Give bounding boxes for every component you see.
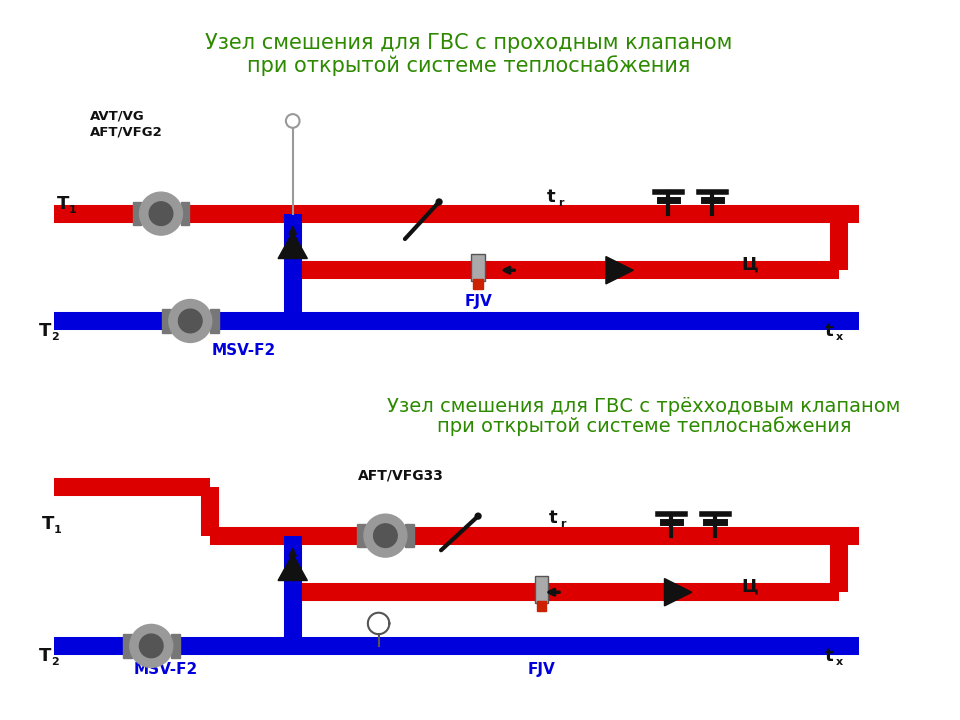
Circle shape [169,300,212,343]
Polygon shape [278,554,307,580]
Polygon shape [664,579,692,606]
Text: Ц: Ц [741,577,758,595]
Text: x: x [836,332,843,341]
Bar [537,601,546,611]
Circle shape [130,624,173,667]
Circle shape [149,202,173,225]
Polygon shape [606,256,634,284]
Bar [473,279,483,289]
Text: Ц: Ц [741,256,758,274]
Text: 1: 1 [54,525,61,535]
Text: MSV-F2: MSV-F2 [133,662,198,677]
Text: t: t [546,188,555,206]
Text: t: t [548,509,557,527]
Text: AFT/VFG2: AFT/VFG2 [90,125,162,138]
Text: AFT/VFG33: AFT/VFG33 [358,468,444,482]
Text: 1: 1 [68,204,76,215]
Bar [123,634,132,657]
Text: r: r [560,519,565,529]
Text: x: x [836,657,843,667]
Bar [132,202,141,225]
Circle shape [139,634,163,657]
Bar [210,309,219,333]
Bar [180,202,189,225]
Text: T: T [39,647,52,665]
Text: FJV: FJV [528,662,556,677]
Circle shape [179,309,202,333]
Text: AVT/VG: AVT/VG [90,109,145,122]
Circle shape [286,114,300,127]
Bar [171,634,180,657]
Circle shape [373,524,397,547]
Bar [162,309,171,333]
Text: r: r [558,198,564,208]
Circle shape [475,513,481,519]
Text: при открытой системе теплоснабжения: при открытой системе теплоснабжения [437,416,852,436]
Text: t: t [825,647,833,665]
Text: T: T [42,515,55,533]
Circle shape [436,199,442,205]
Text: Узел смешения для ГВС с проходным клапаном: Узел смешения для ГВС с проходным клапан… [204,33,732,53]
Text: T: T [57,195,69,213]
Bar [471,254,485,282]
Text: 2: 2 [51,657,59,667]
Bar [535,576,548,603]
Polygon shape [278,232,307,258]
Circle shape [364,514,407,557]
Text: T: T [39,322,52,340]
Text: Узел смешения для ГВС с трёхходовым клапаном: Узел смешения для ГВС с трёхходовым клап… [387,397,900,416]
Text: MSV-F2: MSV-F2 [212,343,276,358]
Text: 2: 2 [51,332,59,341]
Text: FJV: FJV [465,294,492,309]
Bar [357,524,366,547]
Bar [405,524,414,547]
Text: t: t [825,322,833,340]
Text: при открытой системе теплоснабжения: при открытой системе теплоснабжения [247,55,690,76]
Circle shape [139,192,182,235]
